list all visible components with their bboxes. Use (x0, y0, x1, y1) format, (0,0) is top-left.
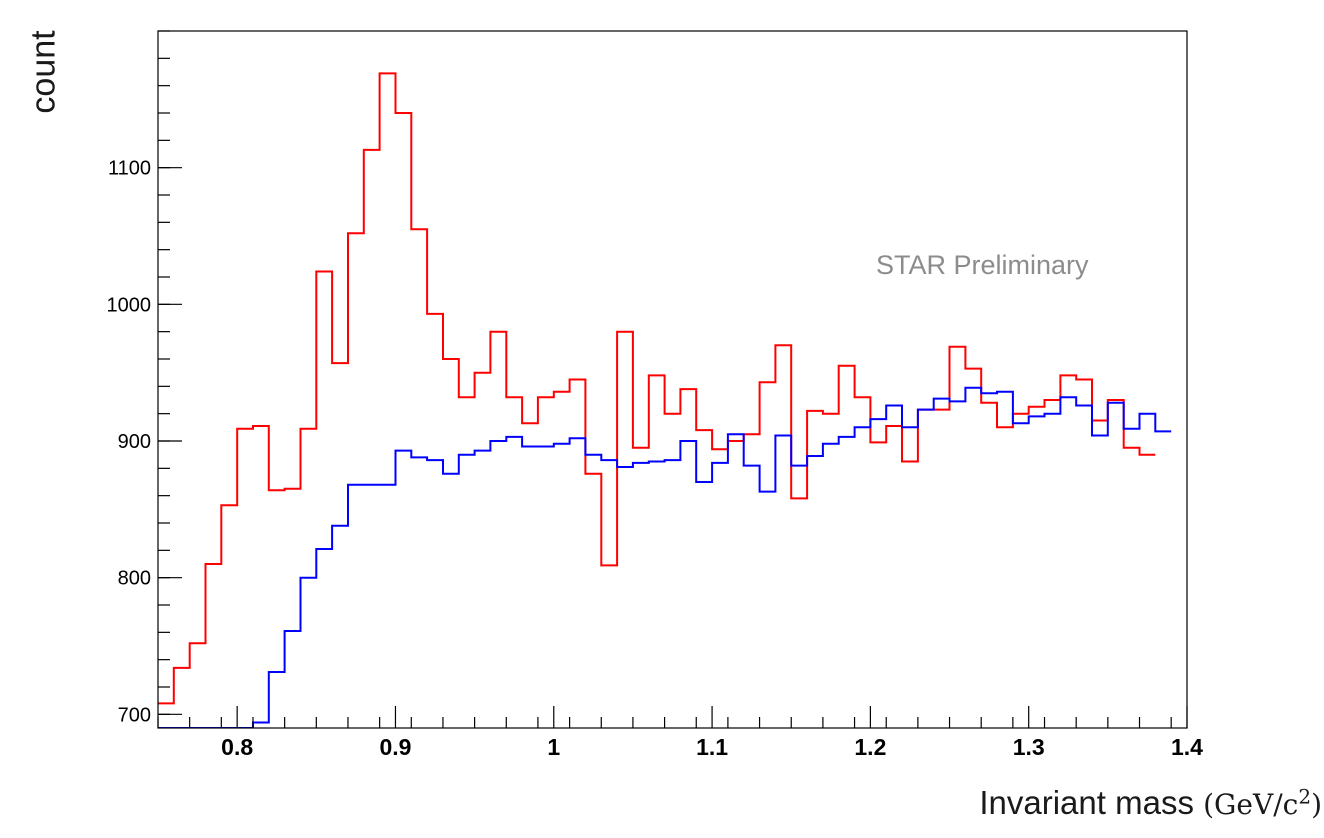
x-tick-label: 1.1 (696, 734, 728, 760)
x-axis-unit: (GeV/c2) (1203, 784, 1322, 821)
x-tick-label: 1.3 (1013, 734, 1045, 760)
x-axis-label: Invariant mass (GeV/c2) (979, 784, 1322, 822)
y-tick-label: 1100 (108, 158, 151, 180)
series-2-line (158, 386, 1172, 728)
series-1-line (158, 72, 1156, 705)
y-tick-label: 800 (118, 568, 151, 590)
y-tick-label: 900 (118, 431, 151, 453)
x-axis-label-text: Invariant mass (979, 784, 1194, 821)
series-layer (158, 72, 1172, 728)
x-tick-label: 1.2 (854, 734, 886, 760)
x-tick-label: 0.9 (379, 734, 411, 760)
plot-frame (157, 30, 1188, 729)
y-tick-label: 1000 (107, 294, 152, 316)
star-preliminary-label: STAR Preliminary (876, 250, 1089, 280)
x-tick-label: 0.8 (221, 734, 253, 760)
y-tick-label: 700 (118, 704, 151, 726)
x-tick-label: 1.4 (1171, 734, 1203, 760)
axes: 0.8 0.9 1 1.1 1.2 1.3 1.4 700 800 900 1000 1100 (107, 30, 1203, 760)
x-tick-label: 1 (547, 734, 560, 760)
y-axis-label: count (24, 30, 63, 114)
